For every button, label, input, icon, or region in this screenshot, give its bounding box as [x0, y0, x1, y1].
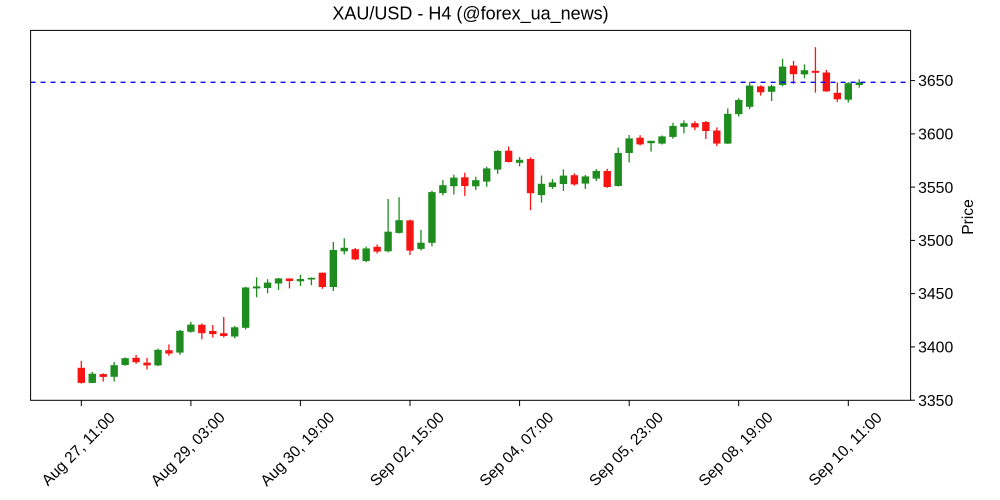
svg-text:3600: 3600 [918, 127, 953, 144]
svg-text:3400: 3400 [918, 340, 953, 357]
svg-text:3550: 3550 [918, 180, 953, 197]
svg-text:3650: 3650 [918, 73, 953, 90]
svg-text:3350: 3350 [918, 393, 953, 410]
svg-text:3450: 3450 [918, 286, 953, 303]
svg-text:Price: Price [960, 199, 977, 235]
svg-text:3500: 3500 [918, 233, 953, 250]
svg-text:XAU/USD - H4 (@forex_ua_news): XAU/USD - H4 (@forex_ua_news) [332, 3, 608, 24]
